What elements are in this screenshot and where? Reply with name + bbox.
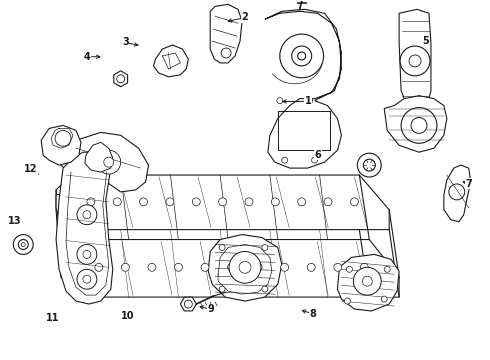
Text: 5: 5 bbox=[422, 36, 429, 46]
Polygon shape bbox=[338, 255, 399, 311]
Circle shape bbox=[307, 98, 313, 104]
Circle shape bbox=[324, 198, 332, 206]
Circle shape bbox=[282, 157, 288, 163]
Text: 8: 8 bbox=[310, 309, 317, 319]
Text: 11: 11 bbox=[46, 312, 59, 323]
Circle shape bbox=[307, 264, 315, 271]
Circle shape bbox=[184, 300, 192, 308]
Circle shape bbox=[192, 198, 200, 206]
Text: 9: 9 bbox=[208, 304, 214, 314]
Circle shape bbox=[357, 153, 381, 177]
Circle shape bbox=[254, 264, 262, 271]
Circle shape bbox=[353, 267, 381, 295]
Polygon shape bbox=[180, 297, 196, 311]
Polygon shape bbox=[153, 45, 188, 77]
Circle shape bbox=[77, 244, 97, 264]
Circle shape bbox=[245, 198, 253, 206]
Circle shape bbox=[449, 184, 465, 200]
Circle shape bbox=[55, 130, 71, 146]
Circle shape bbox=[83, 275, 91, 283]
Text: 1: 1 bbox=[305, 96, 312, 107]
Circle shape bbox=[113, 198, 121, 206]
Circle shape bbox=[344, 298, 350, 304]
Polygon shape bbox=[208, 235, 282, 301]
Circle shape bbox=[298, 52, 306, 60]
Polygon shape bbox=[56, 175, 389, 230]
Circle shape bbox=[87, 198, 95, 206]
Circle shape bbox=[280, 34, 323, 78]
Circle shape bbox=[21, 243, 25, 247]
Circle shape bbox=[219, 198, 226, 206]
Circle shape bbox=[411, 117, 427, 133]
Circle shape bbox=[140, 198, 147, 206]
Polygon shape bbox=[85, 142, 113, 172]
Circle shape bbox=[77, 205, 97, 225]
Circle shape bbox=[271, 198, 279, 206]
Polygon shape bbox=[61, 239, 399, 297]
Text: 6: 6 bbox=[315, 150, 321, 160]
Circle shape bbox=[122, 264, 129, 271]
Circle shape bbox=[262, 244, 268, 251]
Text: 3: 3 bbox=[122, 37, 129, 48]
Circle shape bbox=[346, 266, 352, 272]
Polygon shape bbox=[265, 9, 342, 168]
Circle shape bbox=[18, 239, 28, 249]
Circle shape bbox=[221, 48, 231, 58]
Circle shape bbox=[381, 296, 387, 302]
Circle shape bbox=[117, 75, 124, 83]
Circle shape bbox=[219, 286, 225, 292]
Polygon shape bbox=[210, 4, 242, 63]
Circle shape bbox=[83, 251, 91, 258]
Polygon shape bbox=[56, 152, 113, 304]
Text: 10: 10 bbox=[122, 311, 135, 321]
Circle shape bbox=[13, 235, 33, 255]
Polygon shape bbox=[444, 165, 471, 222]
Text: 13: 13 bbox=[8, 216, 22, 226]
Polygon shape bbox=[399, 9, 431, 109]
Polygon shape bbox=[59, 132, 148, 192]
Circle shape bbox=[281, 264, 289, 271]
Circle shape bbox=[409, 55, 421, 67]
Circle shape bbox=[174, 264, 182, 271]
Text: 12: 12 bbox=[24, 164, 37, 174]
Circle shape bbox=[97, 150, 121, 174]
Polygon shape bbox=[56, 192, 96, 231]
Text: 4: 4 bbox=[83, 52, 90, 62]
Circle shape bbox=[201, 264, 209, 271]
Circle shape bbox=[277, 98, 283, 104]
Circle shape bbox=[148, 264, 156, 271]
Circle shape bbox=[227, 264, 236, 271]
Polygon shape bbox=[114, 71, 127, 87]
Circle shape bbox=[298, 198, 306, 206]
Circle shape bbox=[384, 266, 390, 272]
Circle shape bbox=[229, 251, 261, 283]
Circle shape bbox=[312, 157, 318, 163]
Circle shape bbox=[334, 264, 342, 271]
Text: 7: 7 bbox=[466, 179, 472, 189]
Circle shape bbox=[350, 198, 358, 206]
Circle shape bbox=[95, 264, 103, 271]
Text: 2: 2 bbox=[242, 13, 248, 22]
Circle shape bbox=[83, 211, 91, 219]
Circle shape bbox=[104, 157, 114, 167]
Circle shape bbox=[239, 261, 251, 273]
Circle shape bbox=[363, 159, 375, 171]
Polygon shape bbox=[41, 125, 81, 165]
Circle shape bbox=[362, 276, 372, 286]
Circle shape bbox=[360, 264, 368, 271]
Circle shape bbox=[400, 46, 430, 76]
Circle shape bbox=[401, 108, 437, 143]
Circle shape bbox=[262, 286, 268, 292]
Circle shape bbox=[77, 269, 97, 289]
Circle shape bbox=[292, 46, 312, 66]
Circle shape bbox=[166, 198, 174, 206]
Polygon shape bbox=[384, 96, 447, 152]
Circle shape bbox=[219, 244, 225, 251]
